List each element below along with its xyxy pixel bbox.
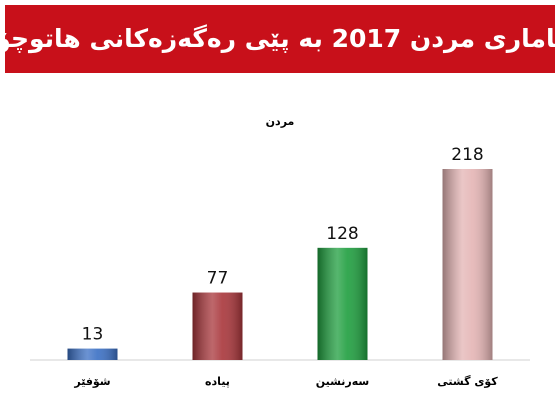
- bar-shade: [67, 348, 118, 360]
- x-tick-label: پیادە: [205, 375, 230, 388]
- x-tick-label: شۆفێر: [73, 375, 110, 388]
- x-tick-label: کۆی گشتی: [437, 375, 498, 388]
- x-tick-label: سەرنشین: [316, 375, 370, 388]
- bar-shade: [192, 292, 243, 360]
- data-label: 77: [207, 269, 229, 289]
- title-banner: [5, 5, 555, 73]
- data-label: 13: [82, 325, 104, 345]
- data-label: 218: [451, 145, 483, 165]
- bar-shade: [442, 169, 493, 360]
- bar-shade: [317, 247, 368, 360]
- chart-subtitle: مردن: [266, 115, 295, 128]
- data-label: 128: [326, 224, 358, 244]
- chart-title: ئاماری مردن 2017 بە پێی رەگەزەکانی هاتوچ…: [0, 24, 560, 54]
